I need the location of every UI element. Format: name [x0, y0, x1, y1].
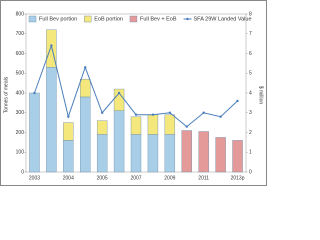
x-tick-label: 2005: [97, 175, 108, 181]
y-tick-label: 200: [16, 130, 25, 136]
y-tick-label: 400: [16, 90, 25, 96]
line-marker: [168, 111, 172, 114]
y2-axis-title: $ million: [258, 86, 264, 105]
y2-tick-label: 4: [249, 90, 252, 96]
line-marker: [219, 115, 222, 118]
x-tick-label: 2003: [29, 175, 40, 181]
y2-tick-label: 1: [249, 150, 252, 156]
bar: [63, 140, 74, 173]
line-marker: [202, 111, 205, 114]
bar: [130, 116, 142, 135]
line-marker: [151, 113, 155, 116]
bar: [80, 78, 91, 98]
line-marker: [100, 111, 104, 114]
line-marker: [117, 91, 121, 95]
bar: [80, 96, 91, 173]
y-axis-title: Tonnes of meals: [3, 76, 9, 113]
bar: [96, 120, 108, 135]
y2-tick-label: 7: [249, 31, 252, 37]
y-tick-label: 100: [16, 150, 25, 156]
bar: [96, 134, 108, 173]
bar: [113, 110, 125, 173]
y2-tick-label: 0: [249, 169, 252, 175]
line-marker: [50, 44, 53, 47]
y-tick-label: 600: [16, 51, 25, 57]
y2-tick-label: 6: [249, 51, 252, 57]
bar: [46, 67, 57, 173]
legend-label: SFA 29W Landed Value: [194, 16, 252, 22]
bar: [215, 137, 226, 173]
y-tick-label: 800: [16, 11, 25, 17]
x-tick-label: 2004: [63, 175, 74, 181]
y2-tick-label: 8: [249, 11, 252, 17]
bar: [164, 134, 176, 173]
y-tick-label: 500: [16, 71, 25, 77]
y-tick-label: 0: [21, 169, 24, 175]
y-tick-label: 700: [16, 31, 25, 37]
line-marker: [33, 91, 36, 95]
legend-label: Full Bev portion: [39, 16, 77, 22]
line-marker: [185, 125, 188, 128]
x-tick-label: 2007: [130, 175, 141, 181]
legend-swatch: [28, 15, 37, 23]
line-marker: [67, 115, 70, 118]
bar: [181, 130, 192, 173]
line-marker: [134, 113, 138, 116]
bar: [46, 29, 57, 68]
bar: [29, 92, 40, 173]
bar: [63, 122, 74, 141]
legend-swatch: [186, 17, 189, 21]
x-tick-label: 2011: [198, 175, 209, 181]
bar: [164, 114, 176, 135]
legend-label: Full Bev + EoB: [140, 16, 177, 22]
bar: [147, 134, 159, 173]
y2-tick-label: 3: [249, 110, 252, 116]
bar: [147, 114, 159, 135]
line-marker: [236, 99, 239, 103]
line-marker: [84, 66, 87, 69]
chart: Tonnes of meals $ million 0 100 200 300 400 5…: [0, 0, 267, 186]
legend-label: EoB portion: [94, 16, 123, 22]
bar: [198, 131, 209, 173]
x-tick-label: 2009: [164, 175, 175, 181]
bar: [232, 140, 243, 173]
y-tick-label: 300: [16, 110, 25, 116]
bar: [130, 134, 142, 173]
legend-swatch: [84, 15, 92, 23]
y2-tick-label: 2: [249, 130, 252, 136]
legend-swatch: [129, 15, 138, 23]
x-tick-label: 2013p: [231, 175, 245, 181]
y2-tick-label: 5: [249, 71, 252, 77]
